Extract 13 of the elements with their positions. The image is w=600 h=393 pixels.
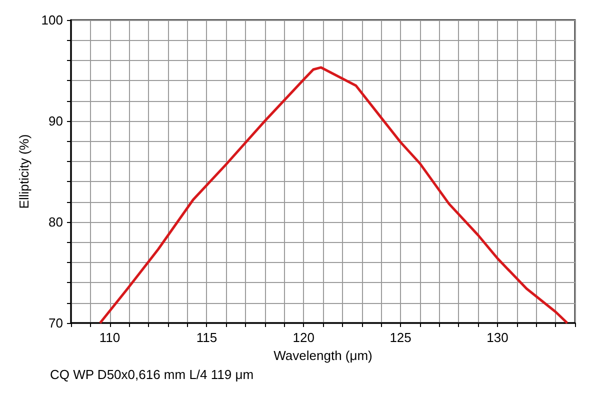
y-tick-label: 80 — [48, 214, 63, 230]
x-tick-label: 110 — [99, 330, 120, 345]
y-axis-title: Ellipticity (%) — [16, 134, 32, 209]
x-tick-label: 125 — [390, 330, 412, 345]
line-series — [98, 66, 568, 324]
x-tick-label: 130 — [486, 330, 508, 345]
y-tick-label: 70 — [48, 316, 63, 330]
x-axis-title: Wavelength (μm) — [274, 348, 372, 363]
text: CQ WP D50x0,616 mm L/4 119 μm — [50, 367, 254, 382]
x-tick-label: 120 — [292, 330, 314, 345]
y-tick-label: 90 — [48, 114, 63, 128]
x-tick-label: 115 — [196, 330, 218, 345]
y-tick-label: 100 — [41, 12, 63, 28]
